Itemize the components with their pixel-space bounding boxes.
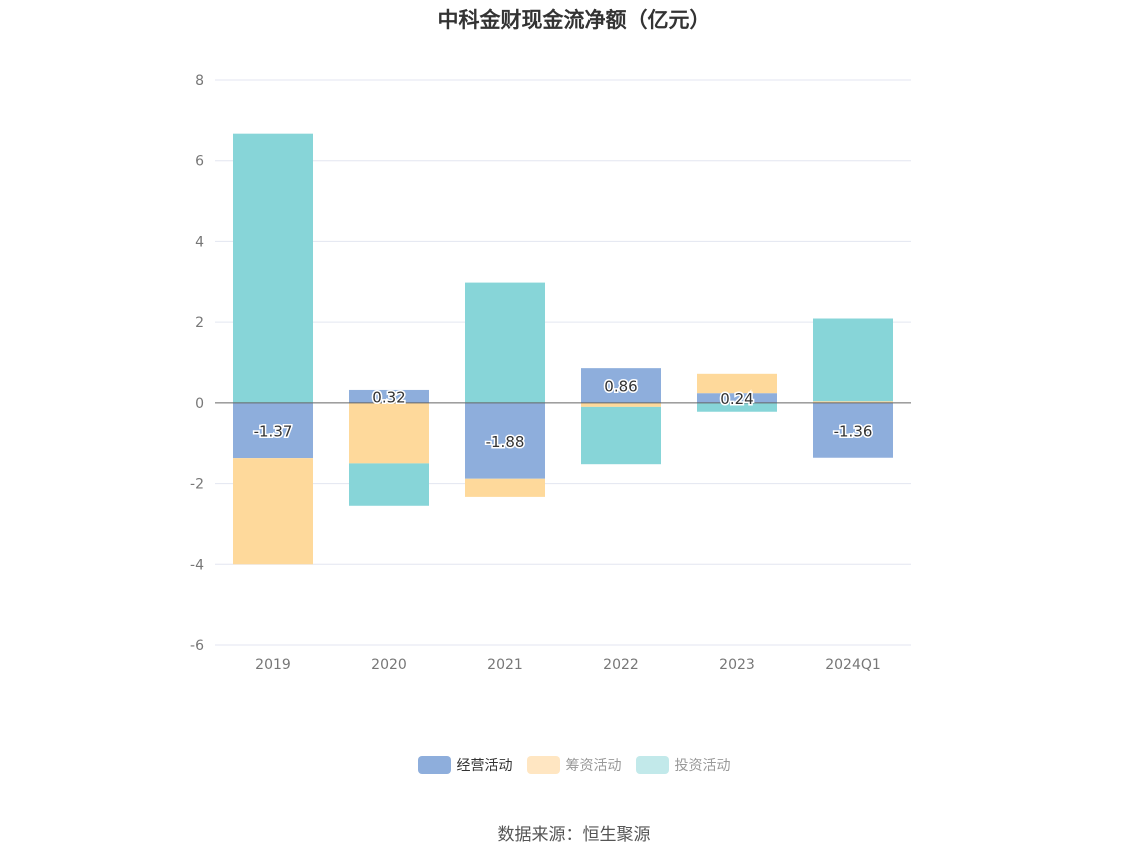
legend-swatch-financing (526, 756, 560, 774)
x-tick-label: 2021 (487, 657, 523, 673)
bar-investing-2019 (233, 133, 313, 403)
y-tick-label: 0 (195, 396, 204, 412)
bar-financing-2024Q1 (813, 401, 893, 403)
x-tick-label: 2022 (603, 657, 639, 673)
data-label-2024Q1: -1.36 (834, 422, 873, 440)
legend-item-operating[interactable]: 经营活动 (417, 755, 513, 775)
bar-financing-2022 (581, 402, 661, 407)
legend: 经营活动 筹资活动 投资活动 (0, 755, 1148, 775)
bar-financing-2023 (697, 373, 777, 394)
y-tick-label: -4 (190, 557, 204, 573)
bar-investing-2024Q1 (813, 318, 893, 402)
legend-label-financing: 筹资活动 (565, 758, 622, 774)
y-tick-label: -6 (190, 638, 204, 654)
x-tick-label: 2023 (719, 657, 755, 673)
y-tick-label: 4 (195, 234, 204, 250)
bar-operating-2022 (581, 368, 661, 403)
y-tick-label: 8 (195, 73, 204, 89)
data-label-2019: -1.37 (254, 423, 293, 441)
bar-investing-2022 (581, 406, 661, 465)
bar-financing-2021 (465, 478, 545, 497)
chart-title: 中科金财现金流净额（亿元） (437, 8, 711, 32)
bar-operating-2020 (349, 389, 429, 403)
bar-financing-2019 (233, 458, 313, 565)
data-label-2022: 0.86 (604, 378, 637, 396)
bar-investing-2020 (349, 463, 429, 506)
data-label-2020: 0.32 (372, 388, 405, 406)
legend-item-financing[interactable]: 筹资活动 (526, 755, 622, 775)
legend-swatch-investing (635, 756, 669, 774)
bar-operating-2023 (697, 393, 777, 403)
bar-investing-2021 (465, 282, 545, 403)
y-tick-label: 6 (195, 154, 204, 170)
data-label-2021: -1.88 (486, 433, 525, 451)
y-tick-label: 2 (195, 315, 204, 331)
bar-financing-2020 (349, 402, 429, 464)
bar-operating-2024Q1 (813, 402, 893, 458)
legend-swatch-operating (417, 756, 451, 774)
x-tick-label: 2020 (371, 657, 407, 673)
legend-label-investing: 投资活动 (674, 758, 731, 774)
x-tick-label: 2019 (255, 657, 291, 673)
y-tick-label: -2 (190, 477, 204, 493)
bar-operating-2019 (233, 402, 313, 459)
legend-label-operating: 经营活动 (456, 758, 513, 774)
data-label-2023: 0.24 (720, 390, 753, 408)
x-tick-label: 2024Q1 (825, 657, 881, 673)
bar-investing-2023 (697, 402, 777, 412)
data-source: 数据来源：恒生聚源 (497, 825, 651, 845)
legend-item-investing[interactable]: 投资活动 (635, 755, 731, 775)
bar-operating-2021 (465, 402, 545, 479)
